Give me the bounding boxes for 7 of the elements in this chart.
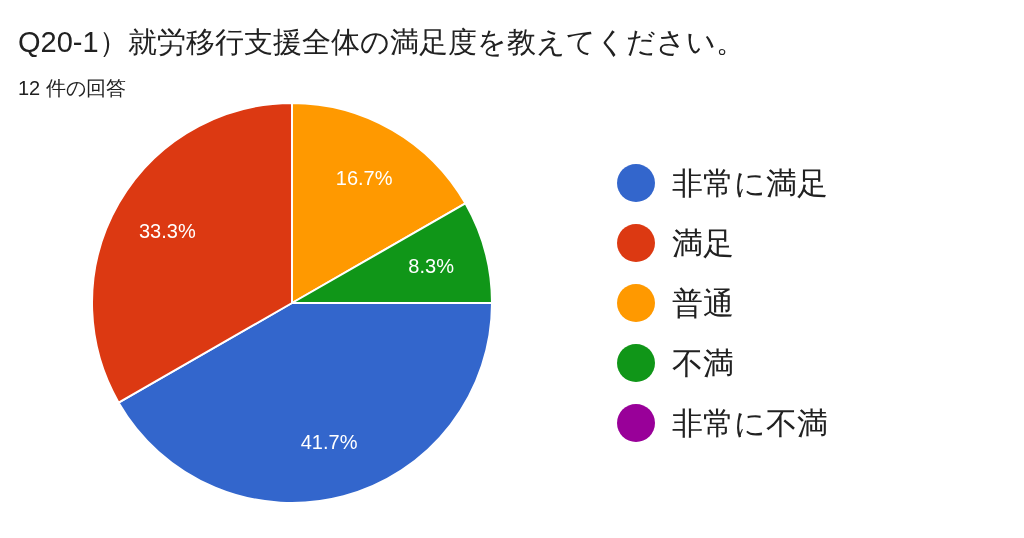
legend-label: 普通 bbox=[672, 286, 734, 321]
legend-label: 非常に不満 bbox=[672, 406, 828, 441]
title: Q20-1）就労移行支援全体の満足度を教えてください。 bbox=[18, 26, 745, 58]
legend-label: 非常に満足 bbox=[672, 166, 828, 201]
subtitle: 12 件の回答 bbox=[18, 77, 126, 99]
legend-label: 満足 bbox=[672, 226, 734, 261]
legend-label: 不満 bbox=[672, 346, 734, 381]
